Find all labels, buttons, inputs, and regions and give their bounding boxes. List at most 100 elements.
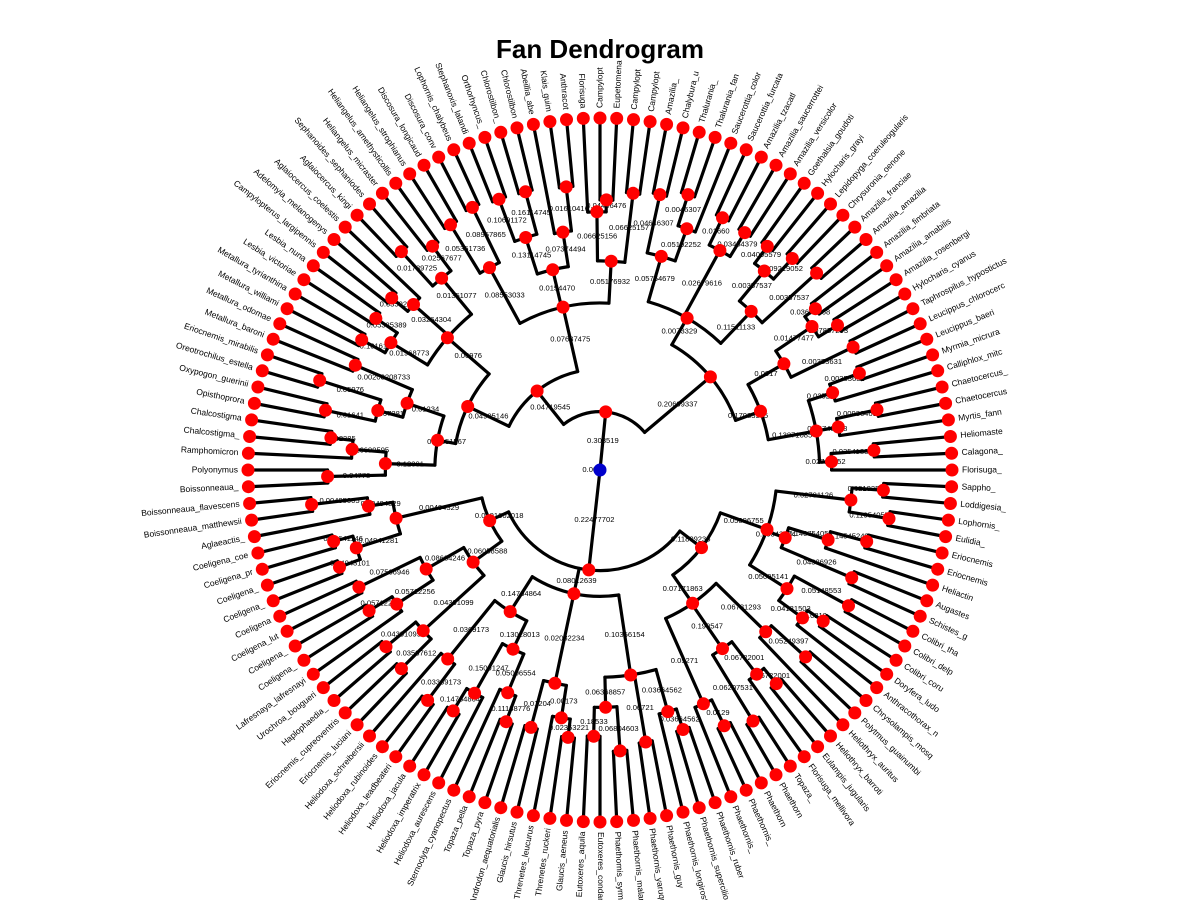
- branch-line: [497, 197, 517, 243]
- internal-node: [582, 563, 596, 577]
- edge-length-label: 0.15091247: [469, 663, 509, 672]
- internal-node: [870, 403, 884, 417]
- tip-node: [889, 273, 903, 287]
- tip-node: [447, 783, 461, 797]
- edge-length-label: 0.01641: [337, 411, 364, 420]
- branch-line: [679, 130, 701, 195]
- branch-line: [823, 546, 935, 587]
- edge-length-label: 0.0129: [706, 708, 729, 717]
- branch-line: [440, 276, 474, 316]
- branch-line: [445, 336, 491, 376]
- edge-length-label: 0.08957865: [466, 230, 506, 239]
- branch-line: [553, 592, 576, 685]
- tip-label: Aglaeactis_: [200, 533, 245, 551]
- edge-length-label: 0.03664562: [642, 686, 682, 695]
- tip-label: Phaethornis_guy: [664, 824, 686, 889]
- branch-line: [564, 117, 575, 188]
- branch-line: [548, 734, 564, 821]
- branch-line: [624, 117, 636, 195]
- tip-label: Phaethornis_syrmatophorus: [613, 831, 628, 900]
- internal-node: [419, 562, 433, 576]
- tip-label: Heliomaste: [960, 426, 1004, 440]
- branch-line: [645, 192, 662, 255]
- tip-node: [255, 364, 269, 378]
- edge-length-label: 0.06625157: [609, 223, 649, 232]
- tip-node: [610, 111, 624, 125]
- branch-line: [564, 736, 576, 823]
- internal-node: [599, 700, 613, 714]
- tip-label: Sappho_: [961, 481, 996, 493]
- branch-line: [726, 155, 763, 223]
- branch-line: [866, 533, 944, 555]
- tip-node: [526, 117, 540, 131]
- tip-node: [350, 718, 364, 732]
- branch-line: [318, 378, 383, 402]
- tip-node: [692, 801, 706, 815]
- branch-line: [774, 324, 814, 353]
- branch-line: [850, 598, 915, 633]
- branch-line: [657, 712, 685, 814]
- tip-node: [836, 718, 850, 732]
- tip-node: [478, 130, 492, 144]
- tip-node: [931, 562, 945, 576]
- tip-node: [389, 750, 403, 764]
- branch-line: [531, 714, 555, 818]
- internal-node: [680, 311, 694, 325]
- tip-node: [462, 136, 476, 150]
- internal-node: [738, 226, 752, 240]
- edge-length-label: 0.17033945: [728, 411, 768, 420]
- branch-line: [408, 705, 450, 768]
- tip-node: [643, 115, 657, 129]
- internal-node: [466, 555, 480, 569]
- tip-label: Florisuga_: [962, 464, 1002, 474]
- internal-node: [348, 358, 362, 372]
- edge-length-label: 0.00357537: [769, 293, 809, 302]
- tip-label: Calagona_: [961, 445, 1003, 457]
- internal-node: [503, 605, 517, 619]
- branch-line: [760, 271, 819, 325]
- edge-length-label: 0.11151567: [427, 437, 466, 446]
- branch-line: [252, 512, 372, 539]
- internal-node: [587, 729, 601, 743]
- internal-node: [501, 686, 515, 700]
- edge-length-label: 0.05385389: [367, 321, 407, 330]
- edge-length-label: 0.07566946: [369, 567, 409, 576]
- edge-length-label: 0.04719545: [530, 403, 570, 412]
- tip-node: [898, 287, 912, 301]
- branch-line: [833, 369, 940, 403]
- tip-node: [375, 186, 389, 200]
- tip-node: [316, 245, 330, 259]
- tip-node: [338, 220, 352, 234]
- tip-label: Campylopt: [594, 67, 604, 108]
- branch-line: [265, 353, 324, 376]
- edge-length-label: 0.06722001: [750, 671, 790, 680]
- internal-node: [785, 252, 799, 265]
- edge-length-label: 0.05976: [337, 385, 364, 394]
- branch-line: [817, 264, 889, 316]
- branch-line: [711, 653, 755, 723]
- tip-label: Chaetocercus_: [950, 366, 1008, 389]
- branch-line: [854, 322, 922, 355]
- edge-length-label: 0.00936469: [837, 409, 877, 418]
- internal-node: [305, 498, 319, 511]
- tip-node: [783, 167, 797, 181]
- branch-line: [766, 429, 818, 442]
- edge-length-label: 0.05192252: [661, 240, 701, 249]
- internal-node: [821, 533, 835, 547]
- tip-node: [945, 463, 959, 477]
- tip-label: Campylopt: [629, 68, 643, 110]
- internal-node: [421, 693, 435, 707]
- edge-length-label: 0.0017: [754, 369, 777, 378]
- tip-label: Lophornis_: [958, 516, 1001, 532]
- edge-length-label: 0.14764864: [440, 695, 480, 704]
- tip-node: [676, 805, 690, 819]
- tip-node: [889, 653, 903, 667]
- internal-node: [845, 571, 859, 585]
- root-node: [593, 463, 607, 477]
- internal-node: [626, 186, 640, 200]
- edge-length-label: 0.02032234: [544, 634, 584, 643]
- edge-length-label: 0.03664562: [660, 714, 700, 723]
- edge-length-label: 0.04326926: [796, 558, 836, 567]
- edge-length-label: 0.06625156: [577, 231, 617, 240]
- branch-line: [256, 533, 334, 555]
